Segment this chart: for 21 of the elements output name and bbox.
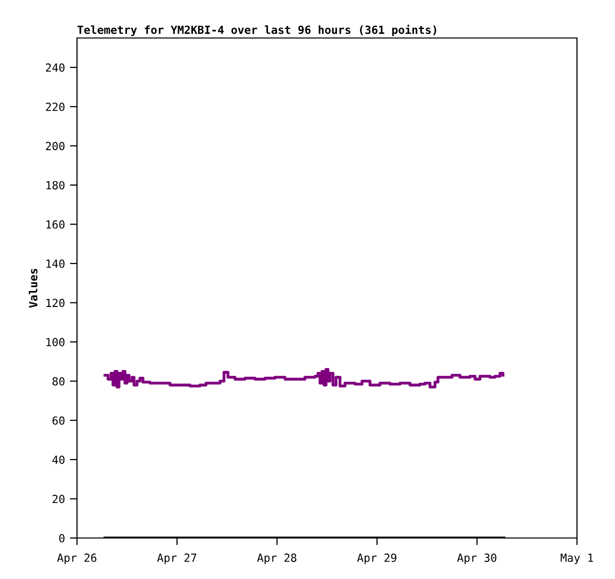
y-tick-label: 240 — [46, 63, 64, 72]
x-tick-label: Apr 26 — [57, 554, 96, 564]
y-tick-label: 140 — [46, 259, 64, 268]
y-tick-label: 120 — [46, 298, 64, 308]
x-tick-label: Apr 28 — [257, 554, 296, 564]
y-tick-label: 160 — [46, 220, 64, 229]
y-tick-label: 220 — [46, 102, 64, 112]
y-tick-label: 40 — [52, 456, 64, 464]
y-tick-label: 180 — [46, 181, 64, 190]
x-tick-label: Apr 27 — [157, 554, 196, 564]
y-tick-label: 80 — [52, 377, 64, 386]
x-tick-label: May 1 — [560, 554, 593, 564]
chart-title: Telemetry for YM2KBI-4 over last 96 hours (361 points) — [77, 24, 436, 36]
y-tick-label: 20 — [52, 494, 64, 504]
y-tick-label: 200 — [46, 142, 64, 150]
y-axis-title: Values — [28, 268, 38, 308]
x-tick-label: Apr 30 — [457, 554, 496, 564]
y-tick-label: 0 — [59, 534, 64, 542]
y-tick-label: 60 — [52, 416, 64, 425]
x-tick-label: Apr 29 — [357, 554, 396, 564]
y-tick-label: 100 — [46, 338, 64, 346]
